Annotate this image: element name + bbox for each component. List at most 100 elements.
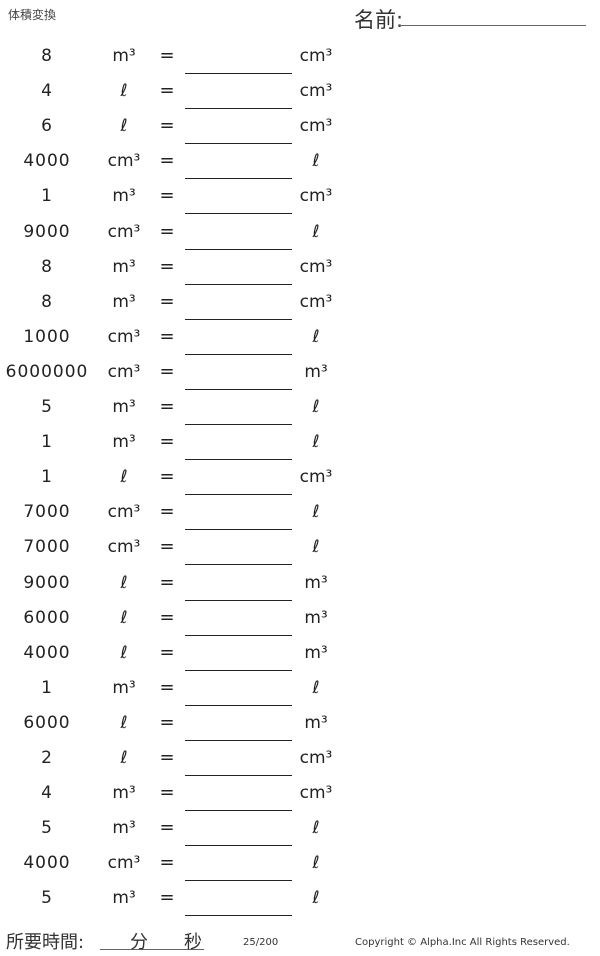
source-unit: cm³: [107, 326, 141, 347]
target-unit: m³: [304, 712, 328, 733]
problem-row: 4 ℓ = cm³: [0, 80, 600, 127]
answer-field[interactable]: [185, 868, 292, 882]
answer-field[interactable]: [185, 833, 292, 847]
problem-row: 4 m³ = cm³: [0, 782, 600, 829]
answer-field[interactable]: [185, 798, 292, 812]
answer-field[interactable]: [185, 201, 292, 215]
answer-field[interactable]: [185, 166, 292, 180]
answer-field[interactable]: [185, 482, 292, 496]
problem-value: 9000: [23, 221, 71, 242]
source-unit: cm³: [107, 853, 141, 874]
answer-field[interactable]: [185, 588, 292, 601]
equals-sign: =: [159, 360, 175, 382]
answer-field[interactable]: [185, 658, 292, 671]
answer-field[interactable]: [185, 377, 292, 390]
target-unit: cm³: [299, 186, 333, 207]
equals-sign: =: [159, 185, 175, 207]
answer-field[interactable]: [185, 763, 292, 776]
answer-field[interactable]: [185, 307, 292, 320]
problem-value: 6000: [23, 712, 71, 733]
source-unit: m³: [112, 818, 136, 839]
answer-field[interactable]: [185, 237, 292, 250]
problem-value: 8: [41, 256, 53, 277]
answer-field[interactable]: [185, 552, 292, 566]
equals-sign: =: [159, 887, 175, 909]
target-unit: ℓ: [312, 397, 320, 417]
answer-field[interactable]: [185, 693, 292, 706]
source-unit: m³: [112, 677, 136, 698]
equals-sign: =: [159, 431, 175, 453]
source-unit: m³: [112, 186, 136, 207]
source-unit: cm³: [107, 221, 141, 242]
answer-field[interactable]: [185, 131, 292, 145]
problem-value: 5: [41, 397, 53, 417]
source-unit: ℓ: [120, 607, 128, 628]
target-unit: m³: [304, 607, 328, 628]
target-unit: cm³: [299, 81, 333, 102]
target-unit: ℓ: [312, 853, 320, 874]
target-unit: m³: [304, 642, 328, 663]
source-unit: ℓ: [120, 712, 128, 733]
problem-row: 1 m³ = ℓ: [0, 677, 600, 724]
problem-row: 1 m³ = cm³: [0, 185, 600, 232]
target-unit: m³: [304, 572, 328, 593]
problem-value: 4: [41, 783, 53, 804]
minutes-label: 分: [130, 932, 148, 953]
source-unit: m³: [112, 432, 136, 453]
equals-sign: =: [159, 501, 175, 523]
problem-row: 1 ℓ = cm³: [0, 466, 600, 513]
answer-field[interactable]: [185, 342, 292, 355]
equals-sign: =: [159, 571, 175, 593]
problem-row: 6 ℓ = cm³: [0, 115, 600, 162]
source-unit: m³: [112, 46, 136, 66]
source-unit: ℓ: [120, 467, 128, 488]
answer-field[interactable]: [185, 96, 292, 110]
target-unit: cm³: [299, 467, 333, 488]
answer-field[interactable]: [185, 517, 292, 531]
problem-value: 2: [41, 748, 53, 768]
equals-sign: =: [159, 782, 175, 804]
target-unit: ℓ: [312, 326, 320, 347]
problem-value: 5: [41, 888, 53, 909]
target-unit: ℓ: [312, 537, 320, 558]
equals-sign: =: [159, 290, 175, 312]
problem-value: 7000: [23, 502, 71, 523]
target-unit: cm³: [299, 783, 333, 804]
target-unit: cm³: [299, 291, 333, 312]
time-label: 所要時間:: [6, 932, 85, 953]
target-unit: ℓ: [312, 151, 320, 172]
page-number: 25/200: [243, 937, 279, 948]
target-unit: ℓ: [312, 888, 320, 909]
seconds-label: 秒: [184, 932, 202, 953]
problem-row: 4000 cm³ = ℓ: [0, 150, 600, 197]
target-unit: m³: [304, 361, 328, 382]
source-unit: ℓ: [120, 81, 128, 102]
problem-value: 6: [41, 116, 53, 137]
answer-field[interactable]: [185, 412, 292, 425]
equals-sign: =: [159, 641, 175, 663]
equals-sign: =: [159, 466, 175, 488]
problem-row: 5 m³ = ℓ: [0, 396, 600, 443]
answer-field[interactable]: [185, 61, 292, 74]
problem-value: 6000000: [5, 361, 89, 382]
problem-row: 6000 ℓ = m³: [0, 712, 600, 759]
answer-field[interactable]: [185, 623, 292, 636]
source-unit: m³: [112, 397, 136, 417]
problem-row: 5 m³ = ℓ: [0, 817, 600, 864]
answer-field[interactable]: [185, 903, 292, 917]
answer-field[interactable]: [185, 272, 292, 285]
equals-sign: =: [159, 676, 175, 698]
problem-value: 6000: [23, 607, 71, 628]
answer-field[interactable]: [185, 728, 292, 741]
problem-value: 1: [41, 677, 53, 698]
name-field[interactable]: [398, 25, 586, 26]
target-unit: ℓ: [312, 677, 320, 698]
problem-value: 8: [41, 291, 53, 312]
problem-row: 7000 cm³ = ℓ: [0, 536, 600, 583]
equals-sign: =: [159, 220, 175, 242]
answer-field[interactable]: [185, 447, 292, 461]
equals-sign: =: [159, 852, 175, 874]
source-unit: cm³: [107, 502, 141, 523]
time-field[interactable]: [100, 949, 204, 950]
problem-value: 5: [41, 818, 53, 839]
